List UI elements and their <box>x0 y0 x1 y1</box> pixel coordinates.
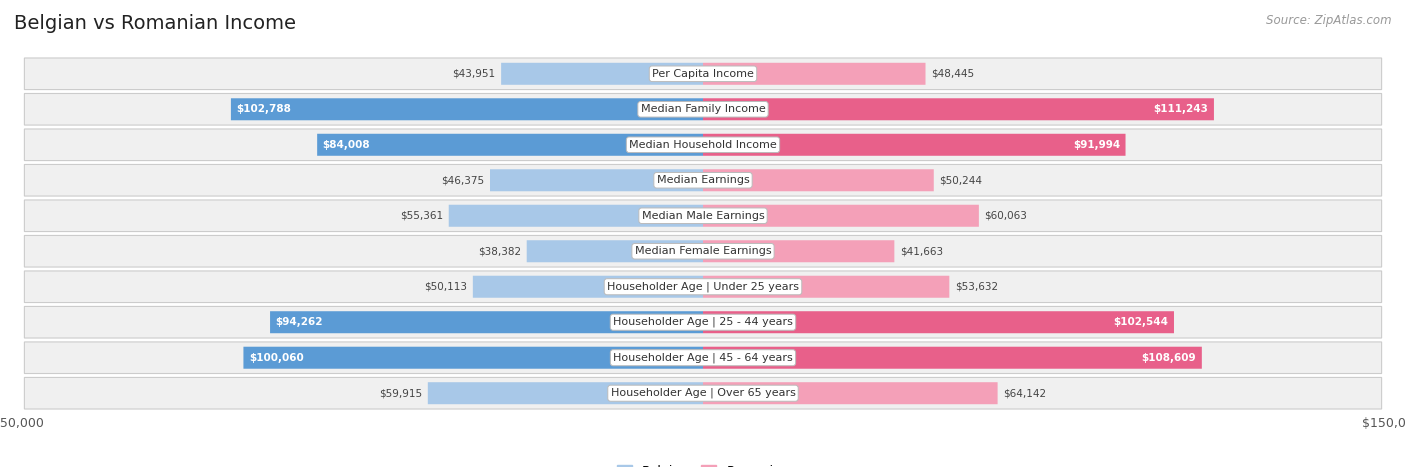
FancyBboxPatch shape <box>24 235 1382 267</box>
Text: $108,609: $108,609 <box>1142 353 1197 363</box>
Text: $102,544: $102,544 <box>1114 317 1168 327</box>
Text: Per Capita Income: Per Capita Income <box>652 69 754 79</box>
FancyBboxPatch shape <box>449 205 703 227</box>
Legend: Belgian, Romanian: Belgian, Romanian <box>612 460 794 467</box>
Text: Householder Age | 25 - 44 years: Householder Age | 25 - 44 years <box>613 317 793 327</box>
Text: $50,113: $50,113 <box>425 282 467 292</box>
Text: Median Female Earnings: Median Female Earnings <box>634 246 772 256</box>
FancyBboxPatch shape <box>24 164 1382 196</box>
FancyBboxPatch shape <box>703 240 894 262</box>
FancyBboxPatch shape <box>24 271 1382 303</box>
Text: $102,788: $102,788 <box>236 104 291 114</box>
FancyBboxPatch shape <box>703 169 934 191</box>
FancyBboxPatch shape <box>243 347 703 369</box>
FancyBboxPatch shape <box>270 311 703 333</box>
FancyBboxPatch shape <box>427 382 703 404</box>
Text: Median Earnings: Median Earnings <box>657 175 749 185</box>
Text: $111,243: $111,243 <box>1153 104 1208 114</box>
Text: Median Male Earnings: Median Male Earnings <box>641 211 765 221</box>
FancyBboxPatch shape <box>491 169 703 191</box>
Text: $53,632: $53,632 <box>955 282 998 292</box>
FancyBboxPatch shape <box>24 342 1382 374</box>
Text: $50,244: $50,244 <box>939 175 983 185</box>
FancyBboxPatch shape <box>472 276 703 298</box>
Text: $84,008: $84,008 <box>322 140 370 150</box>
Text: $60,063: $60,063 <box>984 211 1028 221</box>
FancyBboxPatch shape <box>703 382 998 404</box>
FancyBboxPatch shape <box>231 98 703 120</box>
Text: $46,375: $46,375 <box>441 175 485 185</box>
Text: Source: ZipAtlas.com: Source: ZipAtlas.com <box>1267 14 1392 27</box>
FancyBboxPatch shape <box>24 306 1382 338</box>
FancyBboxPatch shape <box>703 63 925 85</box>
Text: Belgian vs Romanian Income: Belgian vs Romanian Income <box>14 14 297 33</box>
Text: $38,382: $38,382 <box>478 246 522 256</box>
Text: $59,915: $59,915 <box>380 388 422 398</box>
Text: Median Family Income: Median Family Income <box>641 104 765 114</box>
FancyBboxPatch shape <box>501 63 703 85</box>
FancyBboxPatch shape <box>24 129 1382 161</box>
FancyBboxPatch shape <box>24 200 1382 232</box>
Text: Median Household Income: Median Household Income <box>628 140 778 150</box>
FancyBboxPatch shape <box>24 377 1382 409</box>
Text: $91,994: $91,994 <box>1073 140 1121 150</box>
Text: Householder Age | Over 65 years: Householder Age | Over 65 years <box>610 388 796 398</box>
FancyBboxPatch shape <box>703 134 1126 156</box>
Text: Householder Age | 45 - 64 years: Householder Age | 45 - 64 years <box>613 353 793 363</box>
FancyBboxPatch shape <box>318 134 703 156</box>
Text: $94,262: $94,262 <box>276 317 323 327</box>
FancyBboxPatch shape <box>703 347 1202 369</box>
FancyBboxPatch shape <box>24 58 1382 90</box>
FancyBboxPatch shape <box>527 240 703 262</box>
FancyBboxPatch shape <box>24 93 1382 125</box>
Text: $41,663: $41,663 <box>900 246 943 256</box>
Text: $100,060: $100,060 <box>249 353 304 363</box>
Text: $64,142: $64,142 <box>1002 388 1046 398</box>
FancyBboxPatch shape <box>703 205 979 227</box>
Text: Householder Age | Under 25 years: Householder Age | Under 25 years <box>607 282 799 292</box>
FancyBboxPatch shape <box>703 98 1213 120</box>
Text: $43,951: $43,951 <box>453 69 496 79</box>
Text: $48,445: $48,445 <box>931 69 974 79</box>
Text: $55,361: $55,361 <box>401 211 443 221</box>
FancyBboxPatch shape <box>703 311 1174 333</box>
FancyBboxPatch shape <box>703 276 949 298</box>
